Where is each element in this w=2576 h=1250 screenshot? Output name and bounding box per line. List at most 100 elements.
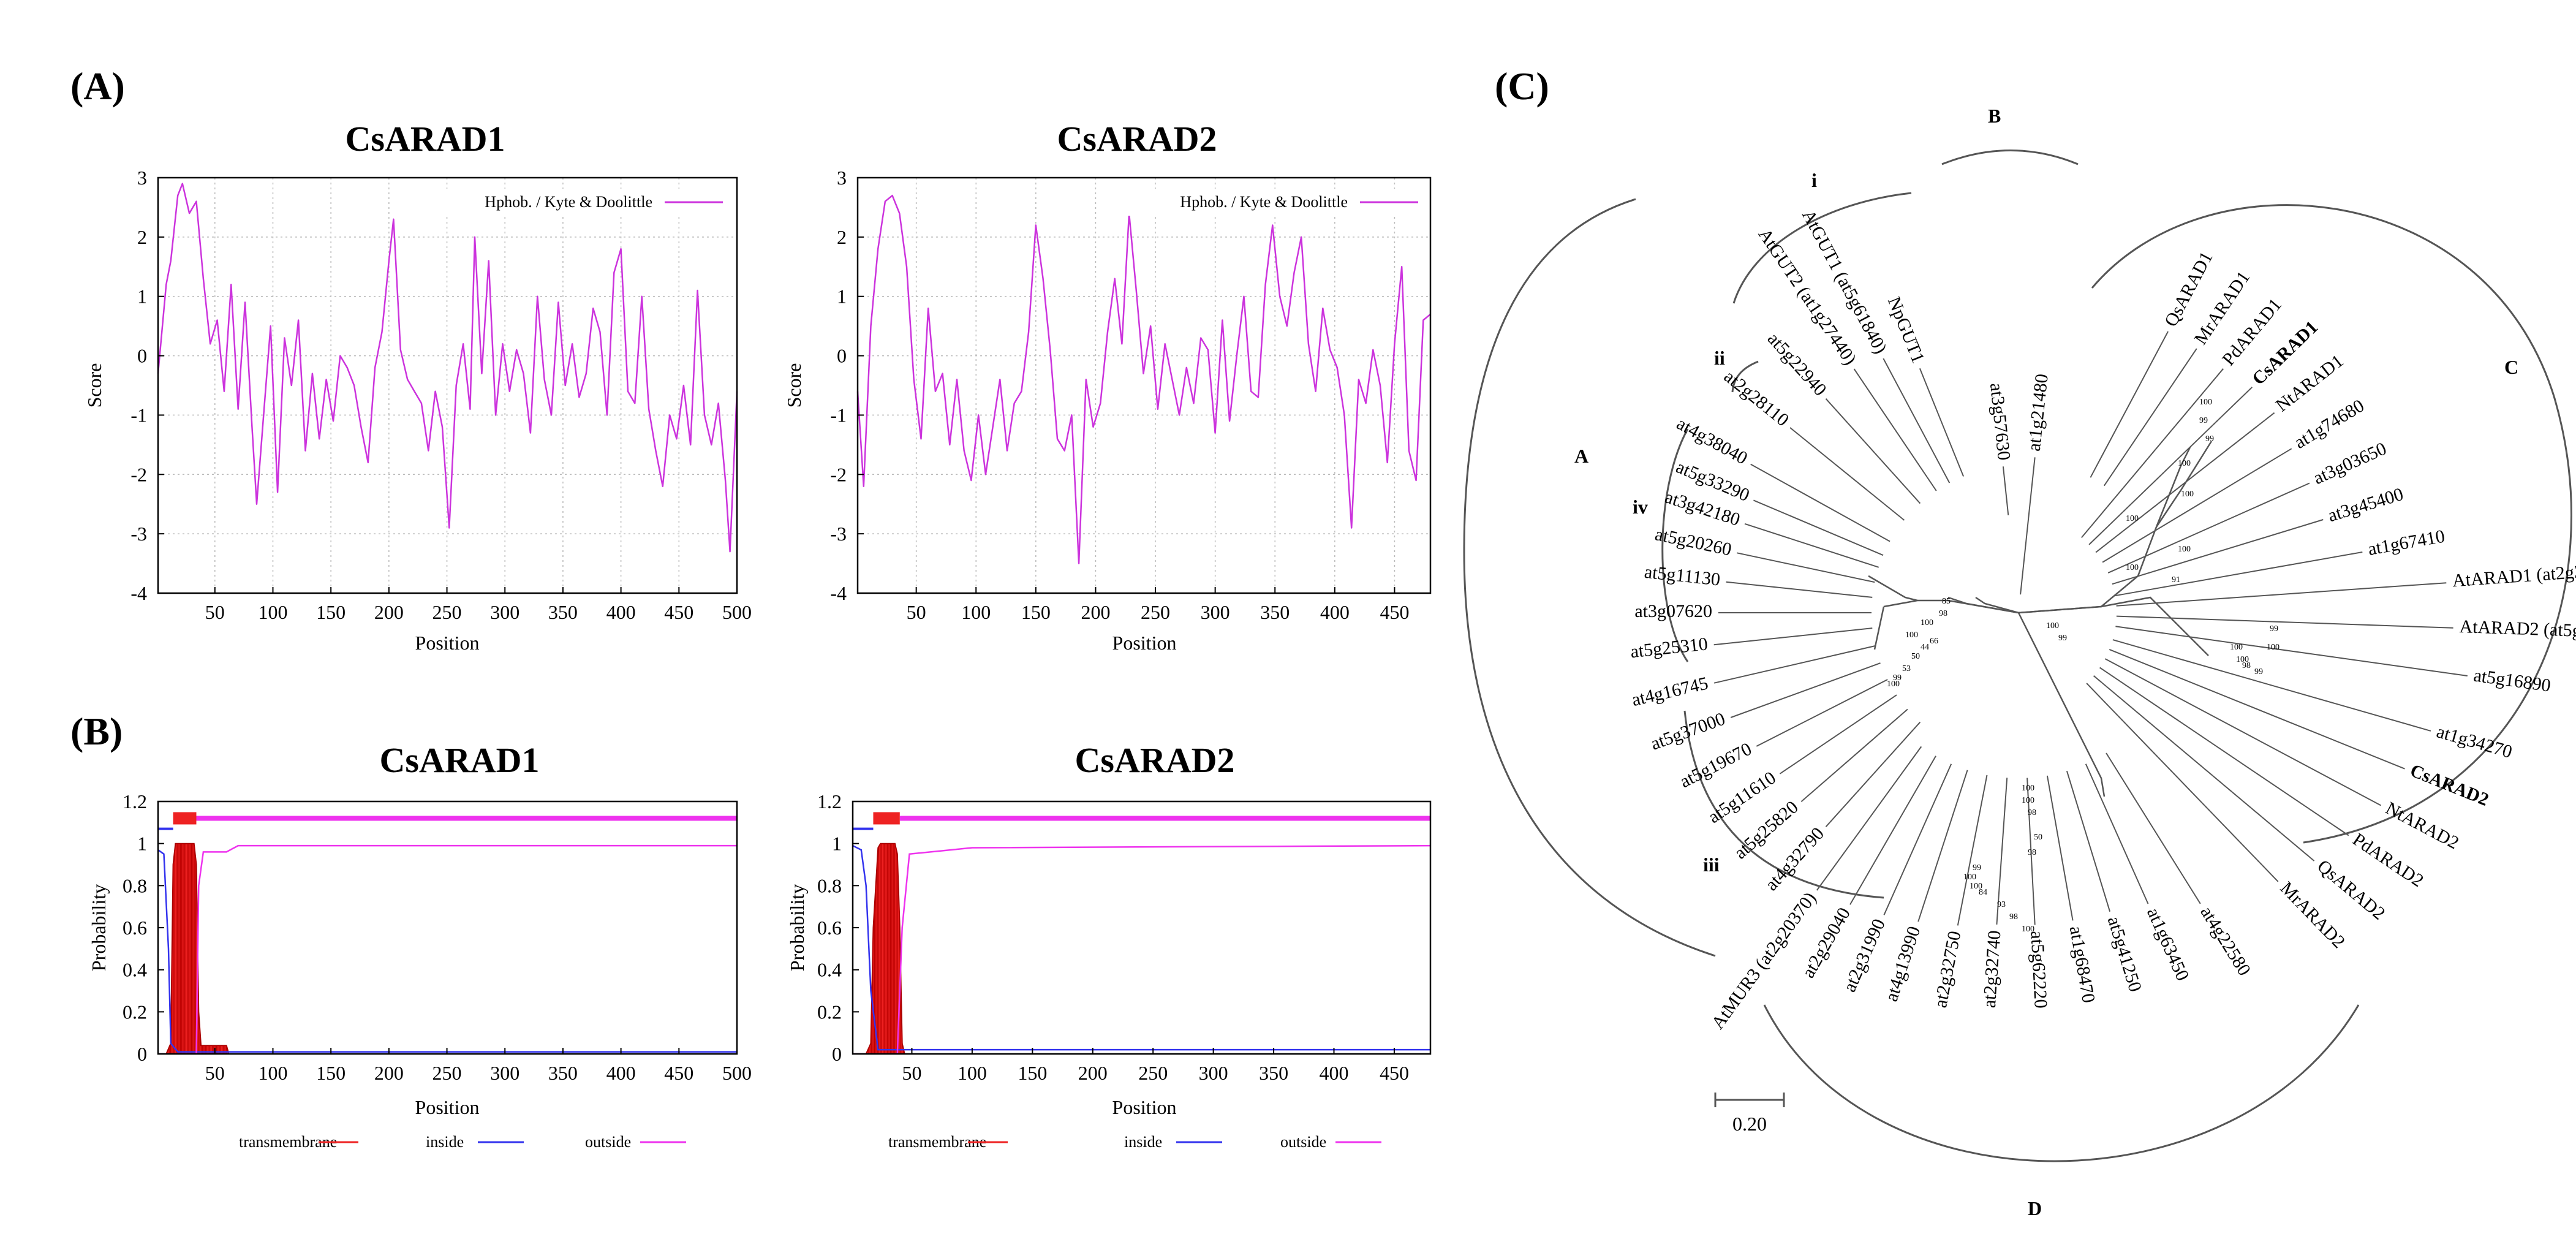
y-tick-label: 0 (137, 345, 147, 367)
y-tick-label: 2 (837, 226, 847, 248)
tree-branch (2090, 331, 2169, 478)
tree-branch (2115, 551, 2363, 597)
bootstrap-value: 100 (2022, 796, 2034, 805)
y-tick-label: 0.8 (123, 874, 147, 896)
bootstrap-value: 100 (2230, 643, 2243, 652)
x-tick-label: 150 (1021, 601, 1051, 623)
topology-tm-box (873, 812, 900, 825)
panel-label-a: (A) (70, 64, 125, 108)
tree-branch (1957, 775, 1988, 926)
x-tick-label: 300 (490, 601, 519, 623)
x-tick-label: 200 (1078, 1062, 1108, 1084)
tree-branch (1750, 463, 1890, 542)
x-tick-label: 250 (432, 1062, 462, 1084)
subclade-label-iii: iii (1703, 854, 1720, 876)
legend-label-outside: outside (585, 1133, 631, 1151)
bootstrap-value: 100 (1905, 631, 1918, 640)
bootstrap-value: 100 (2181, 490, 2194, 499)
tree-branch (2116, 615, 2453, 629)
x-tick-label: 400 (606, 601, 636, 623)
outside-line (853, 844, 1430, 1054)
bootstrap-value: 93 (1997, 900, 2006, 909)
tree-leaf-label: PdARAD2 (2349, 829, 2427, 891)
tree-leaf-label: at3g57630 (1986, 382, 2014, 461)
tree-branch (2081, 368, 2224, 539)
y-tick-label: 3 (837, 167, 847, 189)
inside-line (158, 849, 737, 1053)
tree-branch (2026, 778, 2036, 925)
bootstrap-values: 1001001001001009199991001001009899100998… (1887, 398, 2279, 934)
tree-leaf-label: AtARAD2 (at5g44930) (2459, 616, 2576, 643)
bootstrap-value: 100 (2236, 655, 2249, 664)
bootstrap-value: 98 (2009, 912, 2018, 922)
x-tick-label: 100 (258, 1062, 287, 1084)
hydropathy-chart-csarad2: CsARAD2 50 100 150 200 250 300 350 400 450 3 2 1 0 -1… (783, 119, 1432, 654)
x-tick-label: 450 (664, 601, 693, 623)
x-tick-label: 400 (606, 1062, 636, 1084)
clade-label-d: D (2028, 1197, 2042, 1219)
x-tick-label: 400 (1320, 1062, 1349, 1084)
chart-title: CsARAD2 (1075, 740, 1235, 780)
subclade-arc-iii (1683, 710, 1884, 899)
subclade-label-i: i (1811, 169, 1817, 191)
x-tick-label: 450 (664, 1062, 693, 1084)
tree-leaf-label: at1g63450 (2143, 904, 2193, 983)
tree-leaf-label: at3g03650 (2310, 438, 2389, 488)
tree-leaf-label: at5g62220 (2026, 930, 2051, 1009)
tree-leaf-label: AtMUR3 (at2g20370) (1707, 888, 1820, 1033)
x-tick-label: 500 (722, 601, 752, 623)
y-tick-label: 0 (832, 1043, 842, 1065)
hydropathy-line (157, 183, 738, 553)
y-tick-label: -3 (830, 523, 847, 545)
tree-branch (2093, 675, 2315, 862)
y-tick-label: -3 (130, 523, 147, 545)
y-tick-label: 3 (137, 167, 147, 189)
tree-backbone (1868, 441, 2213, 797)
tmhmm-chart-csarad1: CsARAD1 50 100 150 200 250 300 350 400 450 500 1.2… (88, 740, 752, 1151)
x-tick-label: 100 (258, 601, 287, 623)
tree-branch (2088, 387, 2253, 545)
x-tick-label: 100 (961, 601, 991, 623)
x-tick-label: 150 (316, 601, 346, 623)
tree-leaf-label: at3g07620 (1634, 601, 1712, 621)
panel-label-b: (B) (70, 710, 123, 753)
x-tick-label: 250 (1141, 601, 1170, 623)
tree-branch (2020, 457, 2036, 595)
bootstrap-value: 50 (1911, 652, 1920, 661)
legend: transmembrane inside outside (239, 1133, 686, 1151)
x-tick-label: 100 (958, 1062, 987, 1084)
tree-branch (1713, 645, 1876, 684)
x-tick-label: 200 (374, 1062, 404, 1084)
tree-leaf-label: NpGUT1 (1884, 294, 1928, 366)
y-tick-label: 2 (137, 226, 147, 248)
x-tick-label: 50 (907, 601, 926, 623)
tree-leaf-label: at2g32750 (1930, 930, 1965, 1010)
bootstrap-value: 99 (2058, 634, 2067, 643)
y-tick-label: -4 (830, 582, 847, 604)
bootstrap-value: 44 (1921, 643, 1929, 652)
outside-line (158, 844, 737, 1054)
x-tick-label: 450 (1380, 601, 1409, 623)
x-tick-label: 400 (1320, 601, 1350, 623)
tree-branch (1883, 763, 1952, 915)
tree-branch (1917, 770, 1968, 922)
subclade-label-ii: ii (1714, 347, 1725, 369)
tree-branch (2066, 770, 2111, 912)
bootstrap-value: 99 (2254, 667, 2263, 676)
y-tick-label: 1.2 (123, 790, 147, 813)
x-tick-label: 250 (1138, 1062, 1168, 1084)
tree-leaf-label: AtARAD1 (at2g35100) (2452, 559, 2576, 591)
tree-branch (1779, 694, 1897, 775)
x-tick-label: 50 (205, 1062, 225, 1084)
y-tick-label: 0.6 (817, 917, 842, 939)
y-tick-label: 0 (137, 1043, 147, 1065)
x-tick-label: 200 (374, 601, 404, 623)
bootstrap-value: 53 (1902, 664, 1911, 673)
bootstrap-value: 98 (1939, 609, 1947, 618)
subclade-arc-i (1732, 192, 1912, 304)
tree-leaf-label: at3g45400 (2325, 484, 2406, 526)
tree-leaf-label: at1g67410 (2366, 526, 2446, 559)
tree-leaf-label: at4g22580 (2196, 903, 2254, 979)
legend-label: Hphob. / Kyte & Doolittle (485, 193, 652, 211)
